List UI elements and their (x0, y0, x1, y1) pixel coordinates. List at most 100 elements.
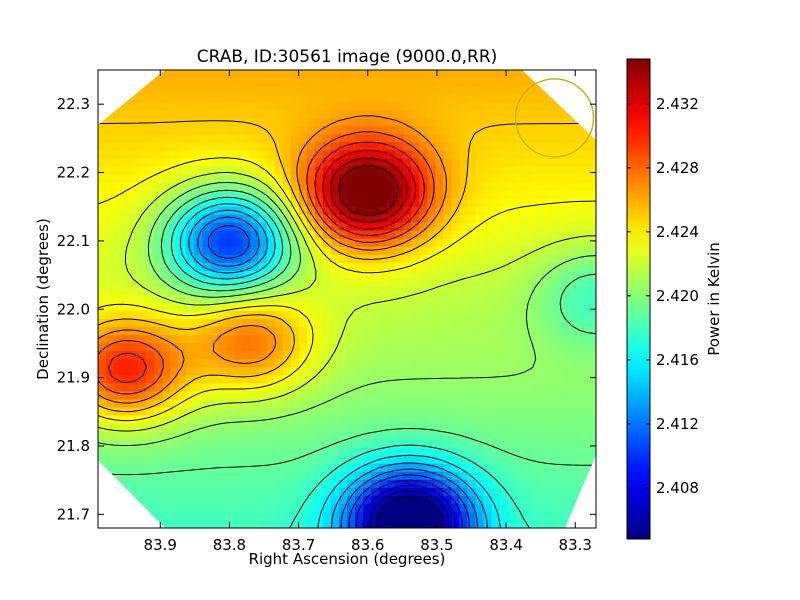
heatmap-cell (226, 399, 236, 409)
heatmap-cell (282, 158, 292, 168)
heatmap-cell (114, 375, 123, 384)
heatmap-cell (363, 351, 372, 360)
heatmap-cell (475, 439, 485, 449)
heatmap-cell (130, 367, 139, 376)
heatmap-cell (258, 399, 268, 409)
heatmap-cell (459, 415, 469, 425)
heatmap-cell (154, 319, 163, 328)
heatmap-cell (371, 319, 380, 328)
heatmap-cell (371, 126, 380, 135)
heatmap-cell (170, 86, 179, 95)
heatmap-cell (194, 375, 204, 384)
heatmap-cell (98, 311, 107, 320)
heatmap-cell (266, 415, 276, 425)
heatmap-cell (483, 423, 493, 433)
heatmap-cell (443, 294, 453, 304)
heatmap-cell (563, 359, 573, 368)
heatmap-cell (146, 254, 155, 264)
heatmap-cell (443, 439, 453, 449)
heatmap-cell (419, 246, 428, 256)
heatmap-cell (507, 479, 517, 489)
heatmap-cell (587, 158, 596, 168)
y-tick-label: 22.2 (57, 164, 90, 182)
heatmap-cell (483, 70, 493, 79)
heatmap-cell (435, 383, 444, 393)
heatmap-cell (379, 150, 388, 159)
heatmap-cell (266, 238, 276, 248)
heatmap-cell (298, 495, 308, 505)
heatmap-cell (234, 190, 244, 200)
heatmap-cell (210, 391, 220, 401)
heatmap-cell (395, 319, 404, 328)
heatmap-cell (202, 126, 212, 135)
heatmap-cell (379, 294, 388, 304)
heatmap-cell (483, 86, 493, 95)
heatmap-cell (330, 311, 340, 320)
heatmap-cell (130, 519, 139, 528)
heatmap-cell (371, 327, 380, 336)
heatmap-cell (234, 150, 244, 159)
heatmap-cell (162, 134, 171, 143)
heatmap-cell (547, 511, 557, 521)
heatmap-cell (539, 503, 549, 513)
heatmap-cell (571, 503, 581, 513)
heatmap-cell (411, 78, 420, 87)
heatmap-cell (114, 294, 123, 304)
heatmap-cell (242, 262, 252, 272)
heatmap-cell (539, 278, 549, 288)
heatmap-cell (258, 182, 268, 192)
chart-title: CRAB, ID:30561 image (9000.0,RR) (197, 47, 498, 67)
heatmap-cell (571, 495, 581, 505)
heatmap-cell (531, 383, 541, 393)
heatmap-cell (355, 367, 364, 376)
heatmap-cell (322, 375, 332, 384)
heatmap-cell (338, 278, 348, 288)
heatmap-cell (539, 471, 549, 481)
heatmap-cell (507, 70, 517, 79)
heatmap-cell (330, 391, 340, 401)
heatmap-cell (587, 359, 596, 368)
heatmap-cell (475, 311, 485, 320)
heatmap-cell (491, 86, 501, 95)
heatmap-cell (371, 519, 380, 528)
heatmap-cell (306, 359, 316, 368)
heatmap-cell (258, 174, 268, 184)
heatmap-cell (98, 190, 107, 200)
heatmap-cell (266, 102, 276, 111)
heatmap-cell (202, 94, 212, 103)
heatmap-cell (322, 182, 332, 192)
heatmap-cell (531, 423, 541, 433)
heatmap-cell (122, 343, 131, 352)
heatmap-cell (242, 335, 252, 344)
heatmap-cell (355, 198, 364, 208)
heatmap-cell (170, 351, 179, 360)
heatmap-cell (314, 463, 324, 473)
heatmap-cell (459, 303, 469, 312)
heatmap-cell (130, 294, 139, 304)
heatmap-cell (563, 383, 573, 393)
heatmap-cell (154, 158, 163, 168)
heatmap-cell (154, 519, 163, 528)
heatmap-cell (282, 78, 292, 87)
heatmap-cell (347, 126, 356, 135)
heatmap-cell (451, 511, 461, 521)
heatmap-cell (563, 118, 573, 127)
heatmap-cell (266, 327, 276, 336)
heatmap-cell (98, 262, 107, 272)
heatmap-cell (114, 471, 123, 481)
heatmap-cell (250, 126, 260, 135)
heatmap-cell (290, 70, 300, 79)
heatmap-cell (130, 126, 139, 135)
heatmap-cell (122, 102, 131, 111)
heatmap-cell (387, 78, 396, 87)
heatmap-cell (114, 126, 123, 135)
heatmap-cell (330, 166, 340, 176)
heatmap-cell (571, 262, 581, 272)
heatmap-cell (338, 118, 348, 127)
heatmap-cell (395, 190, 404, 200)
heatmap-cell (371, 335, 380, 344)
heatmap-cell (419, 102, 428, 111)
heatmap-cell (515, 447, 525, 457)
heatmap-cell (98, 126, 107, 135)
heatmap-cell (435, 262, 444, 272)
